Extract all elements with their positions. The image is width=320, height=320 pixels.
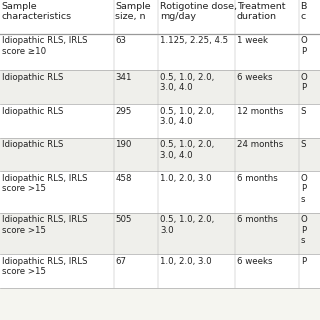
- Bar: [0, 104, 320, 138]
- Text: 6 weeks: 6 weeks: [237, 73, 272, 82]
- Text: Sample
size, n: Sample size, n: [115, 2, 151, 21]
- Text: 1 week: 1 week: [237, 36, 268, 45]
- Text: O
P
s: O P s: [301, 174, 308, 204]
- Text: Rotigotine dose,
mg/day: Rotigotine dose, mg/day: [160, 2, 237, 21]
- Bar: [0, 171, 320, 213]
- Text: 295: 295: [115, 107, 132, 116]
- Text: Sample
characteristics: Sample characteristics: [2, 2, 72, 21]
- Text: Idiopathic RLS: Idiopathic RLS: [2, 107, 63, 116]
- Text: 1.0, 2.0, 3.0: 1.0, 2.0, 3.0: [160, 174, 212, 183]
- Text: Idiopathic RLS, IRLS
score >15: Idiopathic RLS, IRLS score >15: [2, 257, 87, 276]
- Text: 24 months: 24 months: [237, 140, 283, 149]
- Text: 458: 458: [115, 174, 132, 183]
- Bar: [0, 138, 320, 171]
- Text: S: S: [301, 107, 306, 116]
- Text: Idiopathic RLS, IRLS
score >15: Idiopathic RLS, IRLS score >15: [2, 174, 87, 193]
- Text: 63: 63: [115, 36, 126, 45]
- Text: 0.5, 1.0, 2.0,
3.0, 4.0: 0.5, 1.0, 2.0, 3.0, 4.0: [160, 107, 214, 126]
- Text: 12 months: 12 months: [237, 107, 283, 116]
- Text: 190: 190: [115, 140, 132, 149]
- Text: O
P: O P: [301, 73, 308, 92]
- Text: 341: 341: [115, 73, 132, 82]
- Text: 6 weeks: 6 weeks: [237, 257, 272, 266]
- Text: 0.5, 1.0, 2.0,
3.0, 4.0: 0.5, 1.0, 2.0, 3.0, 4.0: [160, 140, 214, 160]
- Text: 505: 505: [115, 215, 132, 224]
- Bar: [0, 254, 320, 288]
- Text: 0.5, 1.0, 2.0,
3.0, 4.0: 0.5, 1.0, 2.0, 3.0, 4.0: [160, 73, 214, 92]
- Text: O
P
s: O P s: [301, 215, 308, 245]
- Text: Treatment
duration: Treatment duration: [237, 2, 285, 21]
- Text: Idiopathic RLS, IRLS
score ≥10: Idiopathic RLS, IRLS score ≥10: [2, 36, 87, 56]
- Text: O
P: O P: [301, 36, 308, 56]
- Bar: [0, 70, 320, 104]
- Text: Idiopathic RLS: Idiopathic RLS: [2, 73, 63, 82]
- Text: 1.0, 2.0, 3.0: 1.0, 2.0, 3.0: [160, 257, 212, 266]
- Text: 0.5, 1.0, 2.0,
3.0: 0.5, 1.0, 2.0, 3.0: [160, 215, 214, 235]
- Text: Idiopathic RLS: Idiopathic RLS: [2, 140, 63, 149]
- Text: Idiopathic RLS, IRLS
score >15: Idiopathic RLS, IRLS score >15: [2, 215, 87, 235]
- Text: 6 months: 6 months: [237, 215, 277, 224]
- Text: 67: 67: [115, 257, 126, 266]
- Text: S: S: [301, 140, 306, 149]
- Bar: [0, 34, 320, 70]
- Text: B
c: B c: [300, 2, 307, 21]
- Text: P: P: [301, 257, 306, 266]
- Bar: [0, 0, 320, 34]
- Text: 6 months: 6 months: [237, 174, 277, 183]
- Bar: [0, 213, 320, 254]
- Text: 1.125, 2.25, 4.5: 1.125, 2.25, 4.5: [160, 36, 228, 45]
